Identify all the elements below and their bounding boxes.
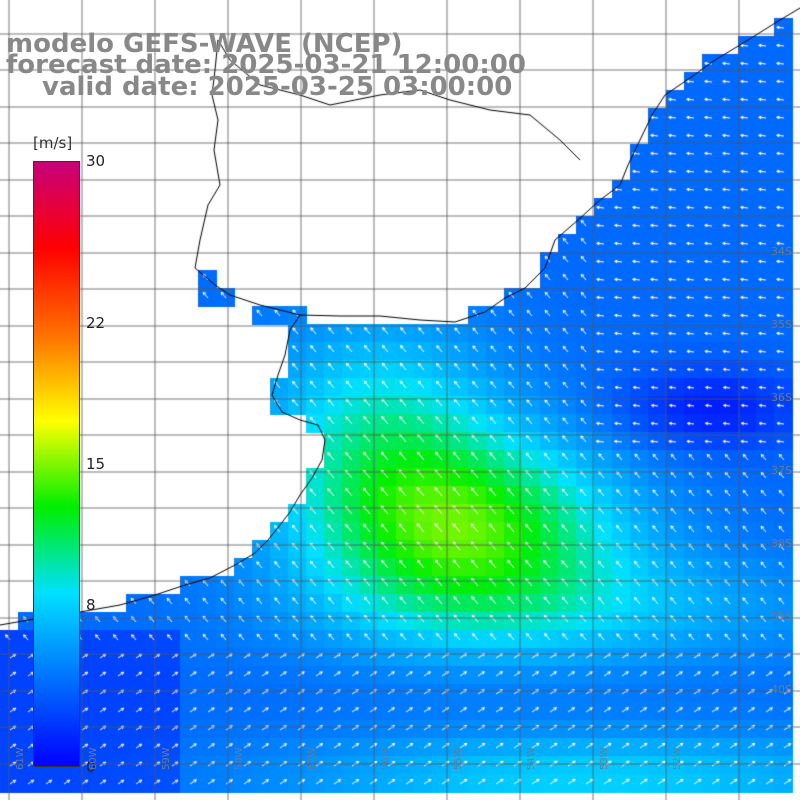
- colorbar-tick-label: 0: [86, 758, 96, 776]
- longitude-label: 53W: [599, 747, 610, 770]
- forecast-date-text: forecast date: 2025-03-21 12:00:00: [6, 50, 526, 80]
- latitude-label: 38S: [771, 537, 792, 550]
- longitude-label: 60W: [88, 747, 99, 770]
- longitude-label: 54W: [526, 747, 537, 770]
- latitude-label: 37S: [771, 464, 792, 477]
- longitude-label: 57W: [307, 747, 318, 770]
- latitude-label: 40S: [771, 683, 792, 696]
- valid-date-text: valid date: 2025-03-25 03:00:00: [42, 72, 513, 102]
- colorbar-tick-label: 8: [86, 596, 96, 615]
- latitude-label: 36S: [771, 391, 792, 404]
- longitude-label: 59W: [161, 747, 172, 770]
- longitude-label: 55W: [453, 747, 464, 770]
- longitude-label: 61W: [15, 747, 26, 770]
- colorbar: [33, 161, 80, 767]
- colorbar-tick-label: 30: [86, 152, 106, 170]
- colorbar-tick-label: 15: [86, 455, 106, 473]
- latitude-label: 35S: [771, 318, 792, 331]
- longitude-label: 52W: [672, 747, 683, 770]
- latitude-label: 34S: [771, 245, 792, 258]
- colorbar-unit-label: [m/s]: [33, 134, 73, 152]
- longitude-label: 58W: [234, 747, 245, 770]
- longitude-label: 56W: [380, 747, 391, 770]
- latitude-label: 39S: [771, 610, 792, 623]
- colorbar-tick-label: 22: [86, 313, 106, 332]
- model-title: modelo GEFS-WAVE (NCEP): [6, 29, 403, 59]
